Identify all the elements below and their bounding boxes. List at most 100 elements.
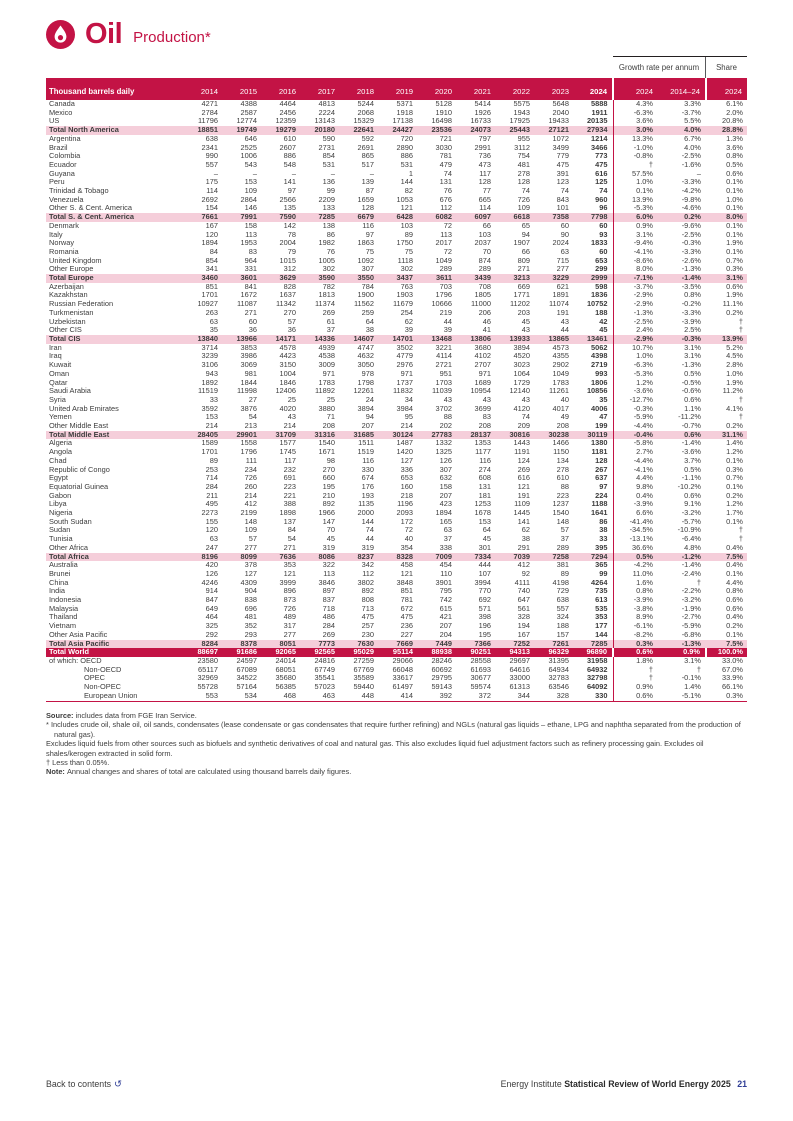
year-value: 116 xyxy=(479,456,491,465)
year-value: 214 xyxy=(244,491,257,500)
year-value: 3876 xyxy=(240,404,257,413)
row-label: Other CIS xyxy=(49,326,82,335)
year-value: 121 xyxy=(283,569,296,578)
growth-value: -1.3% xyxy=(612,308,658,318)
growth-value: 0.9% xyxy=(683,648,700,657)
table-row: United Kingdom 854 964 1015 1005 1092 1118 1049… xyxy=(46,256,747,266)
share-value: 0.3% xyxy=(706,691,747,702)
year-value: 35 xyxy=(209,326,218,335)
publisher-name: Energy Institute xyxy=(500,1079,562,1089)
year-value: 24427 xyxy=(392,126,413,135)
growth-value: -8.6% xyxy=(612,256,658,266)
share-value: 1.9% xyxy=(726,378,743,387)
year-value: 7590 xyxy=(279,213,296,222)
year-value: 35680 xyxy=(275,674,296,683)
year-value: 87 xyxy=(365,187,374,196)
year-value: 64 xyxy=(365,317,374,326)
table-row: Italy 120 113 78 86 97 89 113 103 94 90 93 3.1% -2.5%… xyxy=(46,230,747,240)
year-value: 307 xyxy=(361,265,374,274)
share-value: 8.0% xyxy=(726,213,743,222)
growth-value: 0.6% xyxy=(684,491,701,500)
table-row: India 914 904 896 897 892 851 795 770 740 729 735 0.… xyxy=(46,587,747,597)
year-value: 610 xyxy=(283,134,296,143)
growth-value: -13.1% xyxy=(612,535,658,544)
year-header: 2024 xyxy=(589,87,607,96)
table-header-row: Thousand barrels daily 2014 2015 2016 2017 2… xyxy=(46,78,747,100)
year-value: 11998 xyxy=(236,387,257,396)
year-value: 86 xyxy=(326,230,335,239)
year-value: 128 xyxy=(361,204,374,213)
year-value: 59574 xyxy=(470,683,491,692)
year-value: 2024 xyxy=(552,239,569,248)
year-value: 1004 xyxy=(279,369,296,378)
year-value: 74 xyxy=(560,187,569,196)
year-value: – xyxy=(252,169,257,178)
growth-value: -8.2% xyxy=(612,630,658,640)
share-value: 0.1% xyxy=(726,247,743,256)
growth-value: 0.6% xyxy=(684,430,701,439)
table-row: Turkmenistan 263 271 270 269 259 254 219 206 203 1… xyxy=(46,308,747,318)
year-value: 3221 xyxy=(435,343,452,352)
share-value: 0.1% xyxy=(726,221,743,230)
year-value: 4355 xyxy=(552,352,569,361)
year-value: 193 xyxy=(361,491,374,500)
year-value: 112 xyxy=(440,204,452,213)
year-value: 943 xyxy=(205,369,218,378)
year-value: 557 xyxy=(205,160,218,169)
growth-value: 0.8% xyxy=(684,291,701,300)
year-header: 2023 xyxy=(551,87,569,96)
row-label: US xyxy=(49,117,60,126)
year-value: 3213 xyxy=(513,274,530,283)
table-row: Australia 420 378 353 322 342 458 454 444 412 381 3… xyxy=(46,561,747,570)
year-value: 7039 xyxy=(513,552,530,561)
oil-production-table: Thousand barrels daily 2014 2015 2016 2017 2… xyxy=(46,78,747,702)
year-value: 1900 xyxy=(357,291,374,300)
year-value: 153 xyxy=(478,517,491,526)
year-value: 232 xyxy=(283,465,296,474)
year-value: 13966 xyxy=(236,334,257,343)
growth-value: 0.6% xyxy=(612,648,658,657)
year-value: 270 xyxy=(322,465,335,474)
year-value: 3986 xyxy=(240,352,257,361)
year-value: 24816 xyxy=(314,657,335,665)
year-value: 851 xyxy=(205,282,218,291)
year-value: 735 xyxy=(595,587,608,596)
growth-value: -10.2% xyxy=(677,482,701,491)
year-value: 352 xyxy=(244,622,257,631)
year-value: 39 xyxy=(404,326,413,335)
table-row: Total Middle East 28405 29901 31709 31316 316… xyxy=(46,430,747,440)
year-value: 79 xyxy=(287,247,296,256)
year-value: 4939 xyxy=(318,343,335,352)
year-value: 1701 xyxy=(201,448,218,457)
year-value: 257 xyxy=(361,622,374,631)
year-value: 8237 xyxy=(357,552,374,561)
year-value: 33000 xyxy=(509,674,530,683)
year-value: 62 xyxy=(521,526,530,535)
row-label: Indonesia xyxy=(49,596,82,605)
year-value: 1015 xyxy=(279,256,296,265)
year-value: 120 xyxy=(205,230,218,239)
year-value: 1109 xyxy=(514,500,530,509)
year-value: 109 xyxy=(244,526,257,535)
year-value: 886 xyxy=(400,152,413,161)
year-value: 12406 xyxy=(275,387,296,396)
year-value: 63 xyxy=(443,526,452,535)
table-row: Gabon 211 214 221 210 193 218 207 181 191 223 224 0.… xyxy=(46,491,747,501)
row-label: Peru xyxy=(49,178,65,187)
year-value: 278 xyxy=(556,465,569,474)
year-value: 66048 xyxy=(392,665,413,674)
year-value: 89 xyxy=(560,569,569,578)
row-label: United Arab Emirates xyxy=(49,404,119,413)
growth-value: -1.3% xyxy=(681,639,701,648)
year-value: 37 xyxy=(326,326,335,335)
row-label: Uzbekistan xyxy=(49,317,86,326)
year-value: 372 xyxy=(457,691,496,702)
year-value: 236 xyxy=(400,622,413,631)
row-label: Chad xyxy=(49,456,67,465)
back-link-label: Back to contents xyxy=(46,1079,112,1089)
year-value: 113 xyxy=(245,230,257,239)
year-value: 1750 xyxy=(396,239,413,248)
growth-value: -5.3% xyxy=(612,204,658,214)
year-value: 90 xyxy=(560,230,569,239)
back-to-contents-link[interactable]: Back to contents ↺ xyxy=(46,1079,122,1090)
